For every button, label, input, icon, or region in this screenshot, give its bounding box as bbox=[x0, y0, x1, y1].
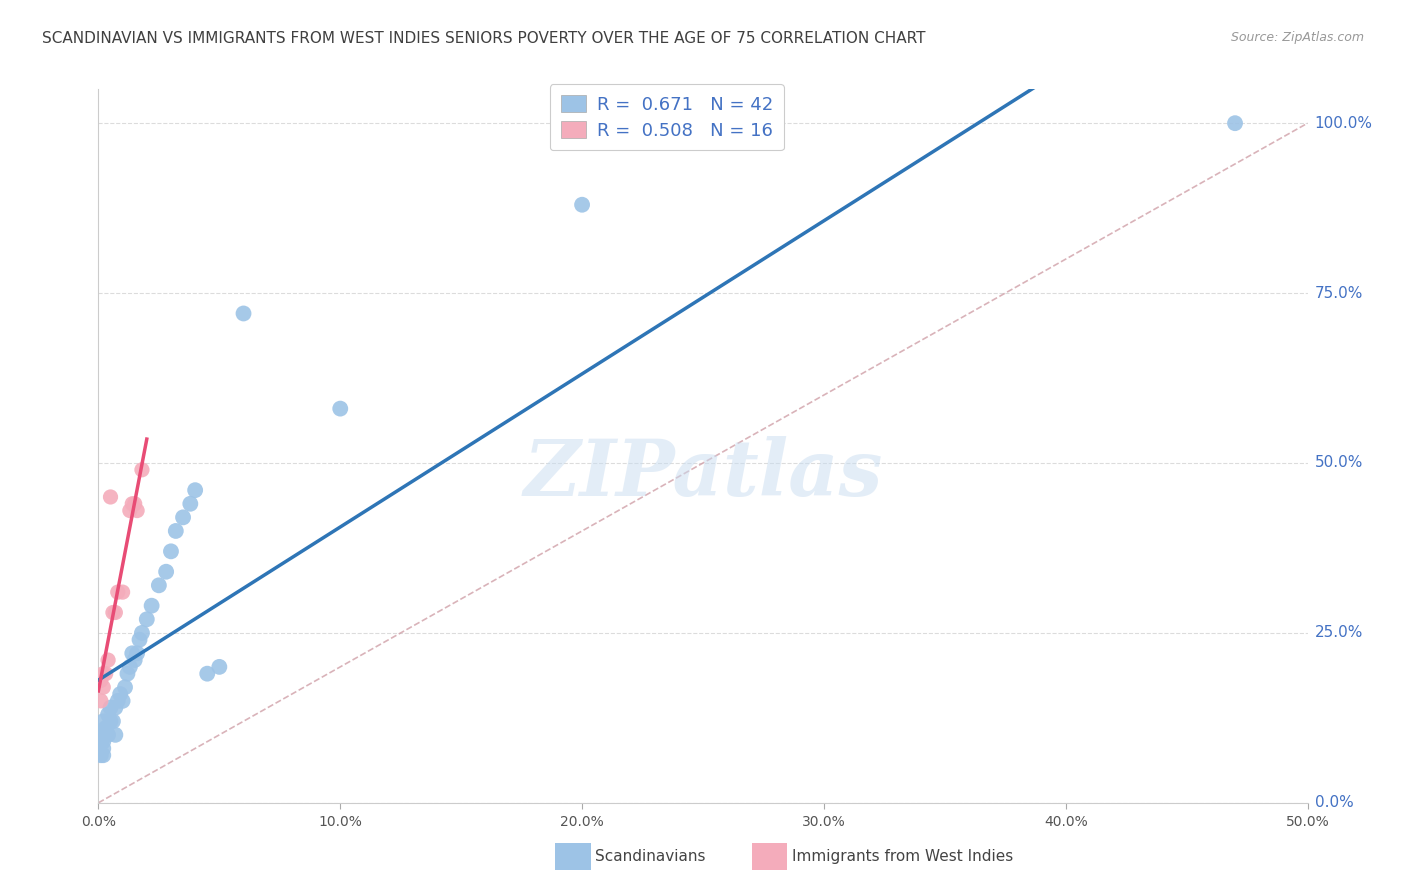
Point bbox=[104, 728, 127, 742]
Point bbox=[184, 483, 207, 498]
Point bbox=[571, 198, 593, 212]
Point bbox=[127, 646, 149, 660]
Point bbox=[91, 714, 114, 729]
Point bbox=[232, 306, 254, 320]
Point bbox=[107, 585, 129, 599]
Point bbox=[90, 748, 112, 763]
Text: 25.0%: 25.0% bbox=[1315, 625, 1362, 640]
Point bbox=[208, 660, 231, 674]
Point bbox=[100, 490, 122, 504]
Legend: R =  0.671   N = 42, R =  0.508   N = 16: R = 0.671 N = 42, R = 0.508 N = 16 bbox=[550, 84, 783, 151]
Point bbox=[94, 666, 117, 681]
Point bbox=[111, 585, 134, 599]
Text: Immigrants from West Indies: Immigrants from West Indies bbox=[792, 849, 1012, 863]
Point bbox=[108, 687, 131, 701]
Point bbox=[90, 734, 112, 748]
Point bbox=[118, 660, 141, 674]
Point bbox=[124, 497, 146, 511]
Point bbox=[97, 728, 120, 742]
Point bbox=[148, 578, 170, 592]
Point bbox=[1223, 116, 1246, 130]
Point bbox=[104, 606, 127, 620]
Point bbox=[135, 612, 157, 626]
Point bbox=[155, 565, 177, 579]
Point bbox=[100, 700, 122, 714]
Point bbox=[111, 694, 134, 708]
Point bbox=[141, 599, 163, 613]
Point bbox=[97, 653, 120, 667]
Point bbox=[101, 714, 124, 729]
Point bbox=[131, 463, 153, 477]
Point bbox=[97, 707, 120, 722]
Point bbox=[121, 646, 143, 660]
Text: SCANDINAVIAN VS IMMIGRANTS FROM WEST INDIES SENIORS POVERTY OVER THE AGE OF 75 C: SCANDINAVIAN VS IMMIGRANTS FROM WEST IND… bbox=[42, 31, 925, 46]
Point bbox=[118, 503, 141, 517]
Text: 75.0%: 75.0% bbox=[1315, 285, 1362, 301]
Text: 0.0%: 0.0% bbox=[1315, 796, 1353, 810]
Point bbox=[90, 673, 112, 688]
Point bbox=[90, 728, 112, 742]
Point bbox=[90, 694, 112, 708]
Text: ZIPatlas: ZIPatlas bbox=[523, 436, 883, 513]
Point bbox=[160, 544, 183, 558]
Point bbox=[91, 741, 114, 756]
Point bbox=[124, 653, 146, 667]
Point bbox=[131, 626, 153, 640]
Point bbox=[91, 666, 114, 681]
Point bbox=[91, 734, 114, 748]
Point bbox=[117, 666, 139, 681]
Point bbox=[128, 632, 150, 647]
Point bbox=[91, 680, 114, 694]
Point bbox=[127, 503, 149, 517]
Text: 50.0%: 50.0% bbox=[1315, 456, 1362, 470]
Point bbox=[107, 694, 129, 708]
Point bbox=[165, 524, 187, 538]
Point bbox=[121, 497, 143, 511]
Point bbox=[94, 728, 117, 742]
Point bbox=[91, 748, 114, 763]
Point bbox=[94, 721, 117, 735]
Point bbox=[329, 401, 352, 416]
Text: 100.0%: 100.0% bbox=[1315, 116, 1372, 131]
Point bbox=[101, 606, 124, 620]
Point bbox=[104, 700, 127, 714]
Point bbox=[114, 680, 136, 694]
Point bbox=[172, 510, 194, 524]
Point bbox=[100, 714, 122, 729]
Text: Scandinavians: Scandinavians bbox=[595, 849, 706, 863]
Text: Source: ZipAtlas.com: Source: ZipAtlas.com bbox=[1230, 31, 1364, 45]
Point bbox=[179, 497, 201, 511]
Point bbox=[195, 666, 218, 681]
